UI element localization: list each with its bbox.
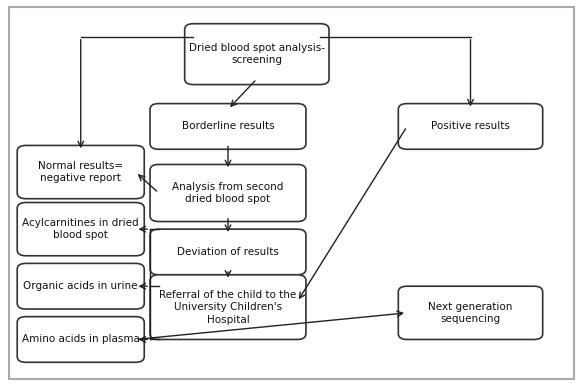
FancyBboxPatch shape [150,229,306,275]
Text: Acylcarnitines in dried
blood spot: Acylcarnitines in dried blood spot [22,218,139,240]
Text: Next generation
sequencing: Next generation sequencing [429,301,512,324]
Text: Amino acids in plasma: Amino acids in plasma [22,335,140,344]
FancyBboxPatch shape [17,317,144,362]
Text: Deviation of results: Deviation of results [177,247,279,257]
Text: Organic acids in urine: Organic acids in urine [23,281,138,291]
FancyBboxPatch shape [398,103,543,149]
FancyBboxPatch shape [150,103,306,149]
FancyBboxPatch shape [185,24,329,85]
FancyBboxPatch shape [17,203,144,256]
FancyBboxPatch shape [150,275,306,339]
FancyBboxPatch shape [17,263,144,309]
FancyBboxPatch shape [17,146,144,199]
Text: Normal results=
negative report: Normal results= negative report [38,161,123,183]
Text: Analysis from second
dried blood spot: Analysis from second dried blood spot [173,182,284,204]
Text: Referral of the child to the
University Children's
Hospital: Referral of the child to the University … [159,290,297,325]
FancyBboxPatch shape [398,286,543,339]
FancyBboxPatch shape [150,164,306,222]
Text: Dried blood spot analysis-
screening: Dried blood spot analysis- screening [189,43,325,65]
Text: Positive results: Positive results [431,122,510,131]
Text: Borderline results: Borderline results [182,122,274,131]
